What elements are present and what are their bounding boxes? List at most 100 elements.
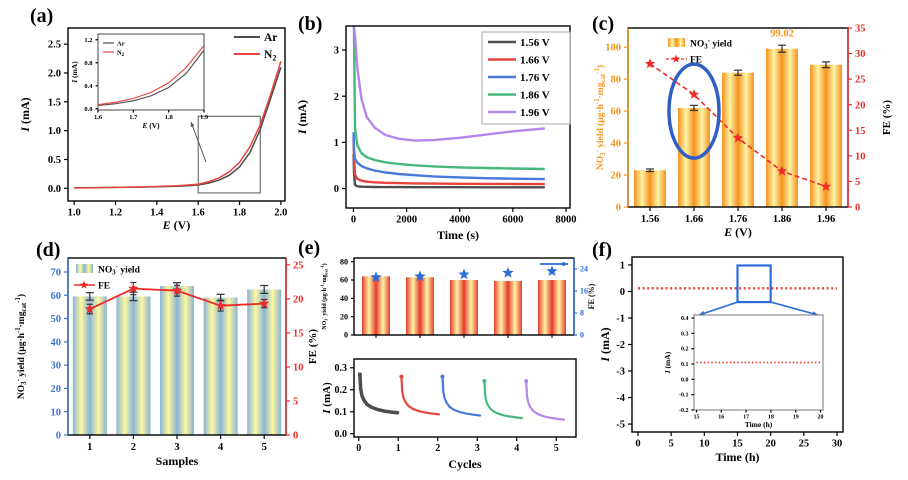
svg-text:2: 2 xyxy=(334,92,339,103)
svg-text:I (mA): I (mA) xyxy=(598,327,612,362)
svg-text:60: 60 xyxy=(611,107,622,118)
svg-text:25: 25 xyxy=(855,75,866,86)
svg-text:30: 30 xyxy=(832,439,843,450)
svg-text:NO3- yield (μg·h-1·mgcat-1): NO3- yield (μg·h-1·mgcat-1) xyxy=(594,65,607,170)
svg-text:16: 16 xyxy=(718,415,724,421)
svg-text:4: 4 xyxy=(514,443,519,454)
svg-text:0.3: 0.3 xyxy=(681,331,689,337)
svg-text:50: 50 xyxy=(51,314,62,325)
svg-text:1: 1 xyxy=(396,443,401,454)
panel-d: 1 2 3 4 5 0 10 20 30 40 50 60 70 0 5 10 15 20 25 Samples NO3… xyxy=(8,236,338,480)
svg-text:30: 30 xyxy=(855,49,866,60)
svg-text:0: 0 xyxy=(620,287,625,298)
svg-text:20: 20 xyxy=(765,439,776,450)
svg-text:E (V): E (V) xyxy=(723,225,752,239)
svg-text:3: 3 xyxy=(334,46,339,57)
svg-text:0: 0 xyxy=(616,203,621,214)
svg-text:0.1: 0.1 xyxy=(335,407,348,418)
panel-d-label: (d) xyxy=(36,239,61,261)
svg-text:-0.1: -0.1 xyxy=(679,393,689,399)
svg-text:1: 1 xyxy=(87,442,92,453)
svg-text:0: 0 xyxy=(356,443,361,454)
svg-text:0.0: 0.0 xyxy=(84,106,92,113)
svg-text:I (mA): I (mA) xyxy=(295,100,309,135)
svg-text:1.6: 1.6 xyxy=(94,114,103,121)
svg-text:1.6: 1.6 xyxy=(192,208,205,219)
svg-text:2: 2 xyxy=(131,442,136,453)
svg-text:0: 0 xyxy=(293,431,298,442)
svg-text:20: 20 xyxy=(818,415,824,421)
svg-text:NO3- yield (μg·h-1·mgcat-1): NO3- yield (μg·h-1·mgcat-1) xyxy=(15,294,28,399)
svg-text:2000: 2000 xyxy=(396,215,417,226)
svg-text:0.2: 0.2 xyxy=(681,347,689,353)
svg-text:Time (s): Time (s) xyxy=(437,228,479,242)
svg-text:15: 15 xyxy=(855,126,866,137)
svg-text:Cycles: Cycles xyxy=(448,457,482,471)
svg-text:0: 0 xyxy=(580,331,584,340)
svg-text:-1: -1 xyxy=(616,314,625,325)
svg-text:FE (%): FE (%) xyxy=(307,329,319,364)
svg-text:FE (%): FE (%) xyxy=(881,100,893,135)
svg-text:0.3: 0.3 xyxy=(335,363,348,374)
svg-text:FE: FE xyxy=(690,56,702,66)
svg-text:4000: 4000 xyxy=(449,215,470,226)
panel-e: 0 20 40 60 80 0 8 16 24 NO3- yield (μg·h-1·mgcat-… xyxy=(296,236,602,480)
svg-text:5: 5 xyxy=(293,397,298,408)
svg-text:40: 40 xyxy=(51,337,62,348)
svg-text:1.0: 1.0 xyxy=(68,208,81,219)
svg-text:4: 4 xyxy=(218,442,224,453)
svg-text:N2: N2 xyxy=(264,49,276,63)
svg-text:20: 20 xyxy=(855,100,866,111)
panel-b: 0 2000 4000 6000 8000 0 1 2 3 Time (s) I (mA) 1.56 … xyxy=(294,4,604,248)
svg-text:1.66: 1.66 xyxy=(685,214,703,225)
svg-text:1.56 V: 1.56 V xyxy=(520,37,550,49)
svg-text:Ar: Ar xyxy=(117,41,125,48)
svg-text:1.8: 1.8 xyxy=(233,208,246,219)
svg-text:16: 16 xyxy=(580,287,588,296)
panel-c-label: (c) xyxy=(592,13,615,35)
svg-text:20: 20 xyxy=(340,312,348,321)
svg-text:8: 8 xyxy=(580,309,584,318)
svg-text:15: 15 xyxy=(732,439,743,450)
svg-text:5: 5 xyxy=(855,177,860,188)
svg-text:I (mA): I (mA) xyxy=(321,382,333,415)
panel-c-chart: 99.02 1.56 1.66 1.76 1.86 1.96 0 20 40 60 80 100 0 5 1… xyxy=(594,24,893,239)
svg-text:5: 5 xyxy=(669,439,674,450)
panel-d-chart: 1 2 3 4 50102030405060700510152025SamplesNO3… xyxy=(15,257,319,468)
svg-text:18: 18 xyxy=(768,415,774,421)
svg-text:0.5: 0.5 xyxy=(48,155,61,166)
svg-text:1.8: 1.8 xyxy=(165,114,174,121)
svg-text:N2: N2 xyxy=(117,50,125,58)
svg-text:-2: -2 xyxy=(616,340,625,351)
svg-text:-0.2: -0.2 xyxy=(679,408,689,414)
svg-text:17: 17 xyxy=(743,415,749,421)
svg-text:0.4: 0.4 xyxy=(84,83,93,90)
svg-text:0: 0 xyxy=(635,439,640,450)
svg-text:Time (h): Time (h) xyxy=(745,420,773,429)
svg-text:1.5: 1.5 xyxy=(48,97,61,108)
svg-text:0: 0 xyxy=(334,184,339,195)
panel-c: 99.02 1.56 1.66 1.76 1.86 1.96 0 20 40 60 80 100 0 5 1… xyxy=(592,4,908,244)
svg-text:1.56: 1.56 xyxy=(641,214,659,225)
svg-text:19: 19 xyxy=(793,415,799,421)
svg-text:15: 15 xyxy=(293,328,304,339)
svg-text:2.0: 2.0 xyxy=(274,208,287,219)
svg-text:1.66 V: 1.66 V xyxy=(520,55,550,67)
svg-text:FE (%): FE (%) xyxy=(587,283,596,309)
svg-text:I (mA): I (mA) xyxy=(663,351,672,374)
svg-text:3: 3 xyxy=(174,442,179,453)
svg-text:8000: 8000 xyxy=(556,215,577,226)
svg-text:20: 20 xyxy=(293,294,304,305)
svg-text:10: 10 xyxy=(699,439,710,450)
svg-text:20: 20 xyxy=(51,384,62,395)
svg-text:2.5: 2.5 xyxy=(48,40,61,51)
svg-text:2: 2 xyxy=(435,443,440,454)
svg-text:-4: -4 xyxy=(616,393,625,404)
svg-text:15: 15 xyxy=(693,415,699,421)
svg-text:2.0: 2.0 xyxy=(48,69,61,80)
svg-text:0.0: 0.0 xyxy=(681,377,689,383)
svg-text:1: 1 xyxy=(334,138,339,149)
